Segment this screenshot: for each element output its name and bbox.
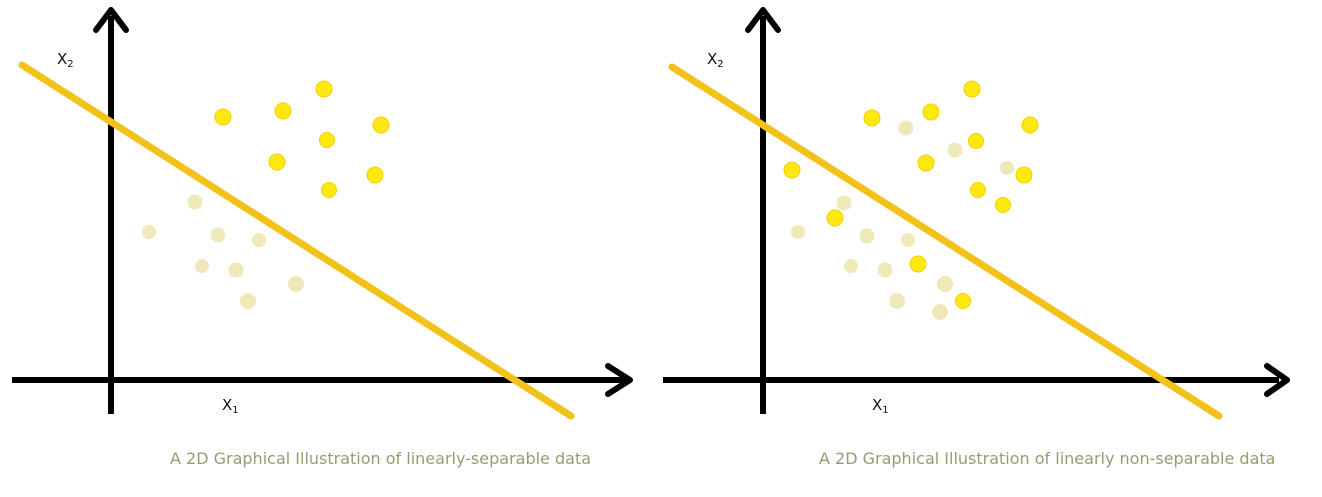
decision-boundary-line: [22, 65, 571, 416]
x-axis-label: X1: [222, 398, 239, 416]
class-b-point: [252, 233, 266, 247]
class-b-point: [932, 304, 948, 320]
class-a-point: [996, 198, 1011, 213]
class-a-point: [910, 256, 926, 272]
class-a-point: [784, 162, 800, 178]
class-b-point: [844, 259, 858, 273]
class-b-point: [188, 195, 203, 210]
class-b-point: [901, 233, 915, 247]
class-a-point: [971, 183, 986, 198]
class-a-point: [964, 81, 980, 97]
x-axis-label: X1: [872, 398, 889, 416]
class-a-point: [864, 110, 880, 126]
class-b-point: [837, 196, 852, 211]
class-b-point: [937, 276, 953, 292]
y-axis-label: X2: [707, 52, 724, 70]
y-axis-label: X2: [57, 52, 74, 70]
class-a-point: [969, 134, 984, 149]
class-a-points: [215, 81, 389, 198]
class-b-points: [791, 121, 1014, 321]
class-b-point: [899, 121, 914, 136]
class-b-point: [791, 225, 805, 239]
non-separable-diagram-svg: [661, 0, 1322, 497]
class-b-point: [142, 225, 156, 239]
class-b-point: [229, 263, 244, 278]
class-b-point: [860, 229, 875, 244]
class-a-point: [320, 133, 335, 148]
class-a-point: [918, 155, 934, 171]
class-a-point: [1016, 167, 1032, 183]
separable-diagram-svg: [0, 0, 661, 497]
separable-diagram-panel: X2 X1 A 2D Graphical Illustration of lin…: [0, 0, 661, 497]
class-a-point: [827, 210, 843, 226]
diagram-caption: A 2D Graphical Illustration of linearly-…: [170, 449, 591, 468]
decision-boundary-line: [672, 67, 1219, 416]
class-b-point: [288, 276, 304, 292]
class-b-point: [948, 143, 963, 158]
class-b-point: [889, 293, 905, 309]
class-b-points: [142, 195, 304, 310]
class-a-point: [316, 81, 332, 97]
class-a-point: [956, 294, 971, 309]
class-b-point: [211, 228, 226, 243]
class-b-point: [240, 293, 256, 309]
class-a-point: [1022, 117, 1038, 133]
diagram-caption: A 2D Graphical Illustration of linearly …: [819, 449, 1275, 468]
class-b-point: [195, 259, 209, 273]
class-a-point: [923, 104, 939, 120]
class-a-point: [215, 109, 231, 125]
class-b-point: [1000, 161, 1014, 175]
class-a-point: [275, 103, 291, 119]
class-a-point: [373, 117, 389, 133]
class-b-point: [878, 263, 893, 278]
class-a-point: [367, 167, 383, 183]
class-a-point: [322, 183, 337, 198]
class-a-point: [269, 154, 285, 170]
non-separable-diagram-panel: X2 X1 A 2D Graphical Illustration of lin…: [661, 0, 1322, 497]
